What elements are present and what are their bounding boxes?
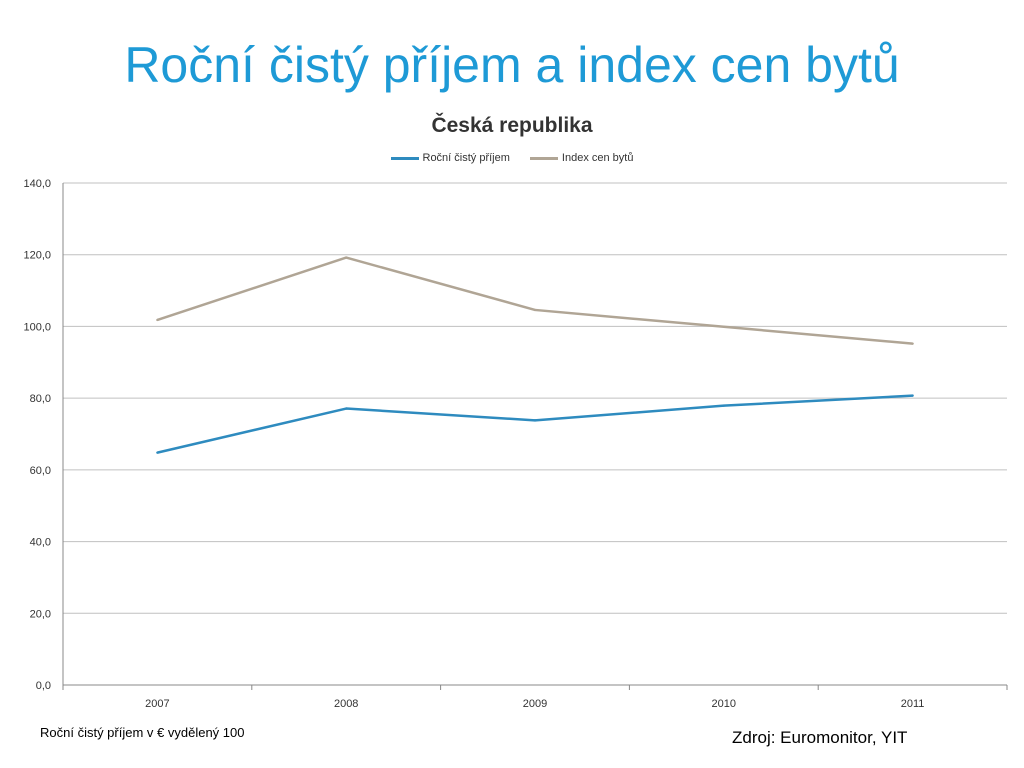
y-tick-label: 60,0 — [30, 465, 51, 477]
legend-swatch-price-index — [529, 156, 558, 160]
y-tick-label: 80,0 — [30, 393, 51, 405]
source-note: Zdroj: Euromonitor, YIT — [732, 728, 908, 747]
data-point — [533, 308, 537, 312]
data-point — [533, 419, 537, 422]
y-tick-label: 40,0 — [30, 537, 51, 549]
data-point — [156, 451, 159, 454]
y-tick-label: 120,0 — [23, 250, 51, 262]
data-point — [911, 394, 914, 397]
x-tick-label: 2007 — [145, 698, 169, 710]
legend-label-price-index: Index cen bytů — [561, 152, 634, 164]
data-point — [722, 325, 725, 328]
chart-footnote: Roční čistý příjem v € vydělený 100 — [40, 725, 245, 740]
x-tick-label: 2011 — [901, 698, 925, 710]
x-tick-label: 2010 — [712, 698, 736, 710]
y-tick-label: 100,0 — [23, 321, 51, 333]
x-tick-label: 2008 — [334, 698, 358, 710]
x-tick-label: 2009 — [523, 698, 547, 710]
y-tick-label: 140,0 — [23, 178, 51, 190]
legend-swatch-income — [390, 156, 419, 160]
data-point — [345, 407, 348, 410]
chart-title: Česká republika — [431, 114, 593, 137]
chart-legend: Roční čistý příjem Index cen bytů — [0, 152, 1024, 164]
data-point — [722, 404, 725, 407]
series-line-income — [157, 394, 913, 454]
legend-label-income: Roční čistý příjem — [422, 152, 510, 164]
data-point — [911, 342, 914, 345]
legend-item-price-index: Index cen bytů — [529, 152, 634, 164]
y-tick-label: 0,0 — [36, 680, 51, 692]
legend-item-income: Roční čistý příjem — [390, 152, 510, 164]
line-chart: 0,0 20,0 40,0 60,0 80,0 100,0 120,0 140,0 2007 20… — [23, 178, 1008, 710]
y-tick-label: 20,0 — [30, 608, 51, 620]
data-point — [345, 256, 348, 259]
data-point — [156, 318, 159, 322]
slide-title: Roční čistý příjem a index cen bytů — [124, 37, 900, 93]
series-line-price-index — [157, 256, 913, 345]
